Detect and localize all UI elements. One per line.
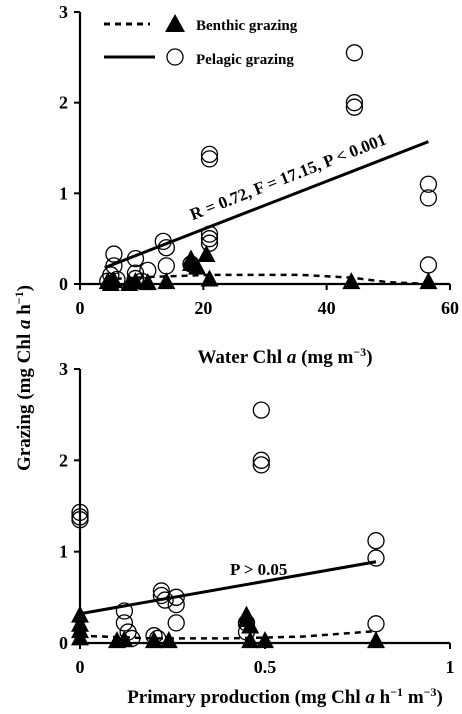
bottom-benthic-point bbox=[115, 630, 134, 648]
top-pelagic-point bbox=[419, 189, 438, 207]
shared-y-axis-label: Grazing (mg Chl a h−1) bbox=[12, 285, 35, 471]
legend-benthic-marker bbox=[165, 14, 185, 32]
top-y-tick-label: 2 bbox=[59, 93, 68, 113]
bottom-y-tick-label: 2 bbox=[59, 450, 68, 470]
legend-pelagic-label: Pelagic grazing bbox=[196, 52, 294, 68]
bottom-benthic-point bbox=[241, 631, 260, 649]
bottom-pelagic-point bbox=[152, 582, 171, 600]
bottom-x-tick-label: 0 bbox=[76, 657, 85, 677]
bottom-pelagic-point bbox=[167, 595, 185, 614]
legend-benthic-label: Benthic grazing bbox=[196, 18, 298, 34]
bottom-pelagic-point bbox=[71, 503, 89, 522]
bottom-x-axis-label: Primary production (mg Chl a h−1 m−3) bbox=[127, 685, 443, 708]
top-benthic-point bbox=[104, 271, 123, 289]
top-pelagic-point bbox=[200, 230, 219, 248]
bottom-benthic-point bbox=[71, 628, 89, 646]
top-pelagic-point bbox=[345, 44, 364, 62]
top-pelagic-point bbox=[126, 249, 145, 268]
top-benthic-point bbox=[342, 272, 361, 290]
bottom-pelagic-point bbox=[156, 591, 174, 609]
top-pelagic-point bbox=[157, 257, 175, 275]
top-pelagic-point bbox=[200, 150, 219, 168]
top-y-tick-label: 1 bbox=[59, 183, 68, 203]
top-benthic-point bbox=[157, 272, 176, 290]
legend: Benthic grazing Pelagic grazing bbox=[104, 14, 298, 68]
top-pelagic-point bbox=[200, 225, 219, 243]
top-benthic-point bbox=[200, 269, 219, 287]
bottom-benthic-point bbox=[256, 631, 274, 649]
bottom-pelagic-point bbox=[167, 588, 185, 606]
top-annotation: R = 0.72, F = 17.15, P < 0.001 bbox=[187, 130, 389, 224]
top-benthic-point bbox=[126, 272, 145, 290]
bottom-pelagic-point bbox=[367, 549, 385, 567]
top-y-tick-label: 0 bbox=[59, 274, 68, 294]
top-pelagic-point bbox=[200, 145, 219, 163]
top-benthic-point bbox=[138, 273, 157, 291]
bottom-y-tick-label: 3 bbox=[59, 359, 68, 379]
bottom-pelagic-point bbox=[71, 511, 89, 529]
top-benthic-point bbox=[188, 257, 207, 275]
top-pelagic-point bbox=[345, 98, 364, 116]
bottom-benthic-point bbox=[241, 616, 260, 634]
bottom-benthic-fit-line bbox=[79, 629, 377, 640]
bottom-benthic-point bbox=[159, 631, 178, 649]
bottom-benthic-point bbox=[367, 631, 385, 649]
bottom-pelagic-point bbox=[252, 456, 270, 474]
top-x-tick-label: 0 bbox=[76, 298, 85, 318]
bottom-y-tick-label: 1 bbox=[59, 542, 68, 562]
bottom-pelagic-point bbox=[252, 451, 270, 469]
bottom-benthic-point bbox=[71, 605, 89, 623]
top-x-tick-label: 20 bbox=[194, 298, 212, 318]
legend-pelagic-marker bbox=[166, 48, 184, 66]
bottom-y-tick-label: 0 bbox=[59, 633, 68, 653]
bottom-pelagic-point bbox=[367, 615, 385, 633]
bottom-pelagic-point bbox=[115, 614, 134, 632]
bottom-x-tick-label: 1 bbox=[446, 657, 455, 677]
top-x-tick-label: 40 bbox=[318, 298, 336, 318]
bottom-pelagic-point bbox=[152, 586, 171, 605]
bottom-pelagic-point bbox=[367, 532, 385, 550]
top-pelagic-point bbox=[200, 234, 219, 252]
top-benthic-point bbox=[197, 244, 216, 262]
bottom-benthic-point bbox=[145, 631, 163, 649]
top-pelagic-fit-line bbox=[104, 140, 429, 270]
top-y-tick-label: 3 bbox=[59, 2, 68, 22]
top-pelagic-point bbox=[419, 256, 438, 274]
bottom-pelagic-point bbox=[167, 614, 185, 632]
top-pelagic-point bbox=[157, 239, 175, 257]
bottom-x-tick-label: 0.5 bbox=[254, 657, 277, 677]
top-x-tick-label: 60 bbox=[441, 298, 459, 318]
bottom-annotation: P > 0.05 bbox=[230, 560, 287, 579]
bottom-pelagic-fit-line bbox=[79, 560, 377, 616]
top-pelagic-point bbox=[419, 175, 438, 193]
top-benthic-point bbox=[419, 272, 438, 290]
top-pelagic-point bbox=[105, 245, 123, 263]
top-x-axis-label: Water Chl a (mg m−3) bbox=[197, 345, 372, 368]
bottom-pelagic-point bbox=[252, 401, 270, 419]
top-pelagic-point bbox=[345, 94, 364, 112]
top-benthic-fit-line bbox=[104, 273, 429, 286]
bottom-pelagic-point bbox=[115, 602, 134, 620]
